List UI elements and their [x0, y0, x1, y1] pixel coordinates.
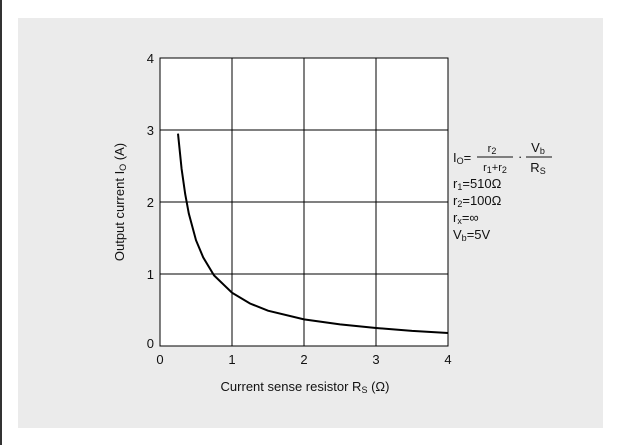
x-tick-label-1: 1	[228, 352, 235, 367]
formula-annotation: IO= r2 r1+r2 · Vb RS	[453, 140, 552, 176]
param-2: rx=∞	[453, 210, 479, 226]
formula-lhs: IO=	[453, 150, 471, 166]
y-tick-label-4: 4	[147, 51, 154, 66]
formula-dot: ·	[518, 149, 522, 164]
gridlines	[160, 58, 448, 346]
y-axis-label: Output current IO (A)	[112, 143, 128, 261]
x-tick-label-4: 4	[444, 352, 451, 367]
x-axis-label-main: Current sense resistor R	[221, 379, 362, 394]
x-tick-label-3: 3	[372, 352, 379, 367]
y-axis-label-main: Output current I	[112, 171, 127, 261]
y-tick-label-2: 2	[147, 195, 154, 210]
param-3: Vb=5V	[453, 227, 491, 243]
frac1-denominator: r1+r2	[483, 162, 507, 175]
y-tick-label-0: 0	[147, 336, 154, 351]
x-axis-label: Current sense resistor RS (Ω)	[221, 379, 390, 395]
y-axis-label-unit: (A)	[112, 143, 127, 164]
y-tick-label-1: 1	[147, 267, 154, 282]
y-axis-label-sub: O	[118, 164, 128, 171]
param-1: r2=100Ω	[453, 193, 502, 209]
frac2-denominator: RS	[530, 160, 545, 176]
x-tick-label-2: 2	[300, 352, 307, 367]
x-tick-labels: 0 1 2 3 4	[156, 352, 451, 367]
y-tick-labels: 0 1 2 3 4	[147, 51, 154, 351]
x-tick-label-0: 0	[156, 352, 163, 367]
y-tick-label-3: 3	[147, 123, 154, 138]
frac1-numerator: r2	[488, 143, 497, 156]
param-0: r1=510Ω	[453, 176, 502, 192]
series-line	[177, 133, 449, 334]
x-axis-label-sub: S	[361, 385, 367, 395]
x-axis-label-unit: (Ω)	[367, 379, 389, 394]
frac2-numerator: Vb	[531, 140, 545, 156]
